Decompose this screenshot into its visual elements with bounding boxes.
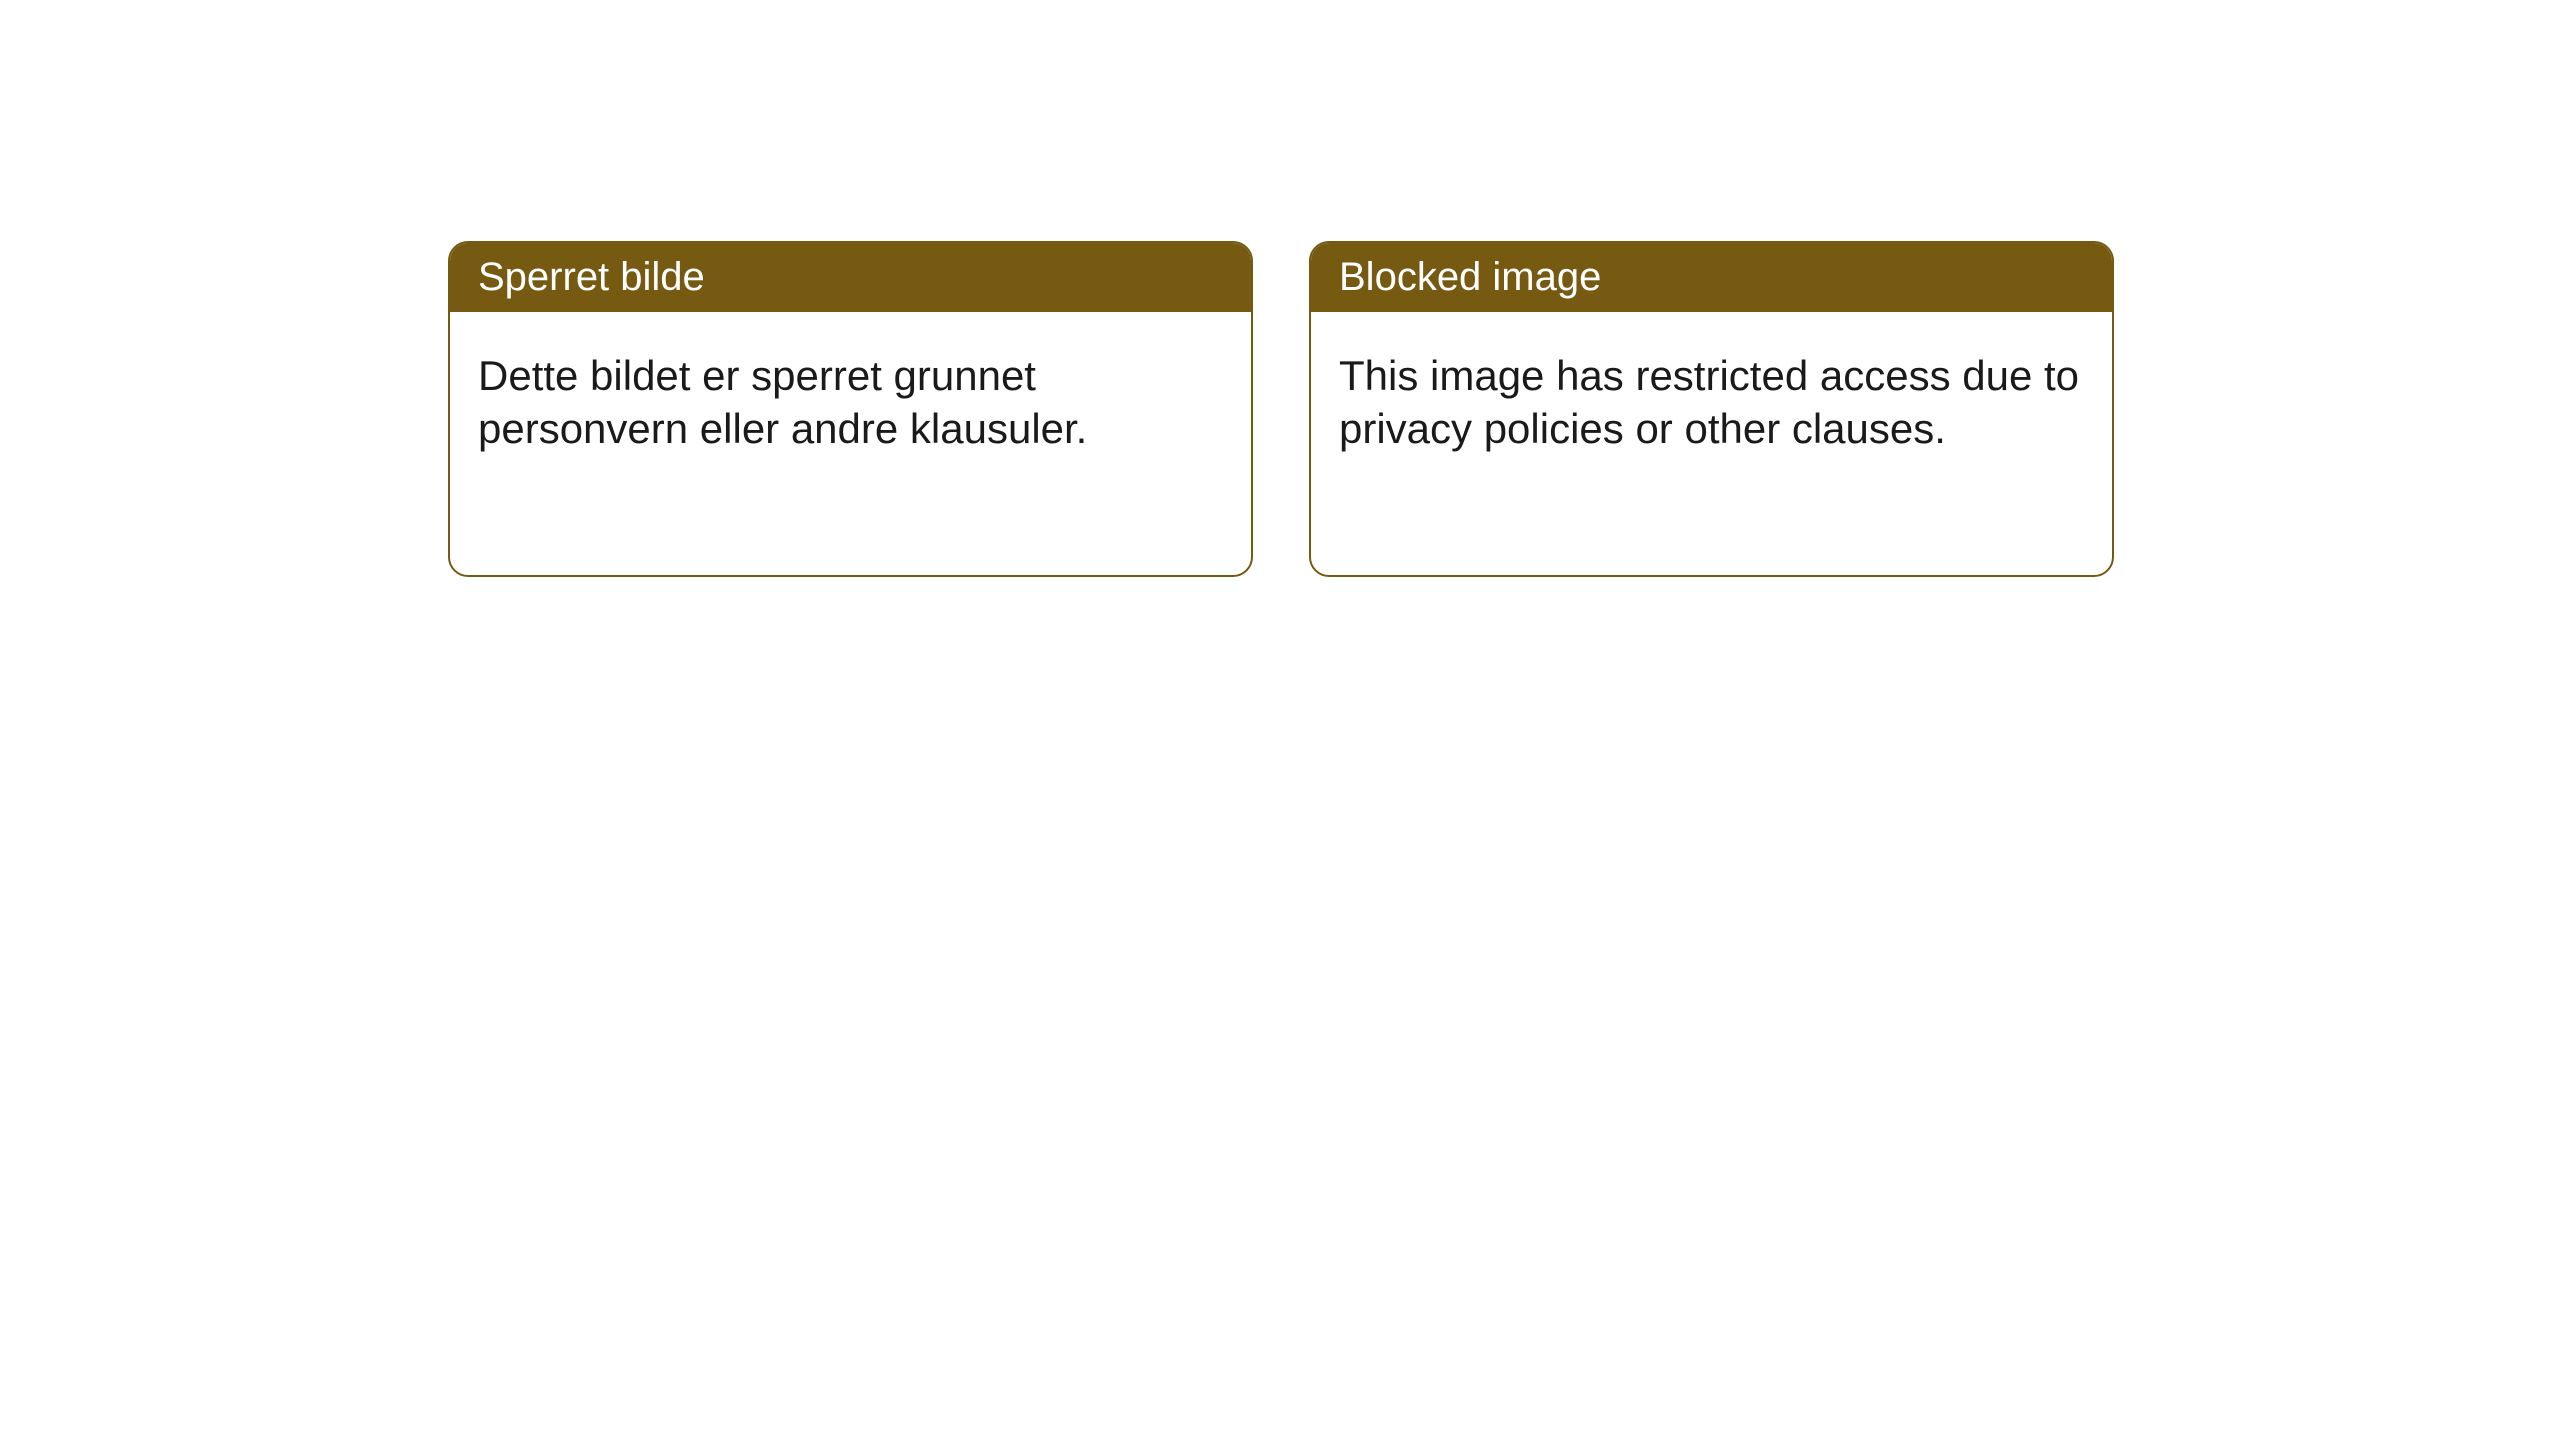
card-header: Blocked image [1311, 243, 2112, 312]
card-body: This image has restricted access due to … [1311, 312, 2112, 493]
card-body: Dette bildet er sperret grunnet personve… [450, 312, 1251, 493]
blocked-image-card-no: Sperret bilde Dette bildet er sperret gr… [448, 241, 1253, 577]
notice-cards-container: Sperret bilde Dette bildet er sperret gr… [0, 0, 2560, 577]
card-header: Sperret bilde [450, 243, 1251, 312]
blocked-image-card-en: Blocked image This image has restricted … [1309, 241, 2114, 577]
